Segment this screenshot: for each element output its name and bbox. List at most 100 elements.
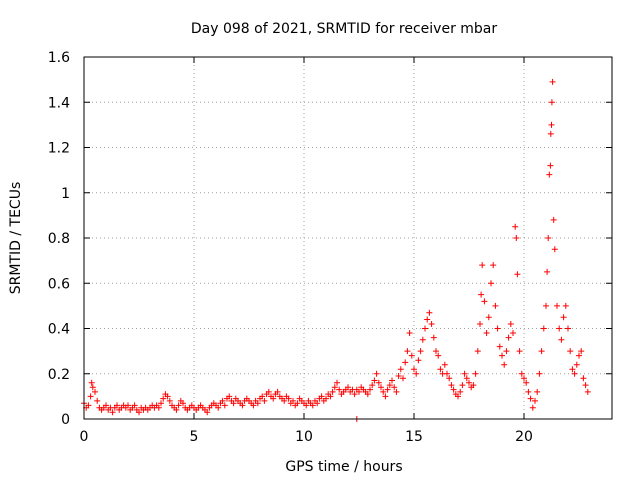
data-point (323, 395, 329, 402)
data-point (230, 400, 237, 407)
data-point (92, 388, 98, 395)
data-point (513, 235, 520, 241)
data-point (558, 336, 565, 343)
data-point (329, 388, 336, 395)
y-tick-label: 0.8 (48, 231, 70, 247)
data-point (125, 402, 131, 409)
data-point (496, 343, 503, 350)
data-point (382, 393, 389, 400)
data-point (547, 162, 554, 169)
data-point (345, 384, 351, 391)
data-point (164, 393, 171, 400)
data-point (109, 409, 116, 416)
data-point (479, 262, 486, 269)
data-point (103, 402, 109, 409)
data-point (259, 393, 266, 400)
data-point (548, 99, 555, 106)
data-point (424, 316, 431, 323)
y-tick-label: 1.2 (48, 141, 70, 157)
y-tick-label: 0.4 (48, 322, 70, 338)
data-point (221, 402, 228, 409)
data-point (503, 348, 510, 355)
data-point (540, 325, 547, 332)
data-point (402, 359, 409, 366)
y-tick-label: 1 (61, 186, 70, 202)
data-point (446, 375, 453, 382)
y-axis-label: SRMTID / TECUs (8, 182, 24, 295)
data-point (239, 402, 246, 409)
data-point (226, 393, 233, 400)
data-point (525, 388, 532, 395)
data-point (158, 400, 164, 407)
data-point (562, 302, 569, 309)
data-point (166, 397, 173, 404)
data-point (510, 330, 516, 336)
data-point (367, 386, 373, 393)
data-point (576, 352, 582, 359)
x-tick-label: 5 (190, 429, 199, 445)
axis-ticks: 0 5 10 15 20 0 0.2 0.4 0.6 0.8 1 1.2 1.4 1.6 (48, 50, 612, 445)
data-point (175, 402, 182, 409)
data-point (378, 384, 384, 391)
data-point (417, 348, 424, 355)
data-point (155, 404, 162, 411)
data-point (565, 325, 571, 332)
x-tick-label: 15 (405, 429, 423, 445)
data-point (437, 366, 444, 373)
data-point (521, 375, 527, 382)
data-point (548, 121, 555, 128)
x-tick-label: 0 (80, 429, 89, 445)
data-point (336, 386, 343, 393)
y-tick-label: 0.2 (48, 367, 70, 383)
data-point (393, 388, 400, 395)
data-point (549, 78, 556, 85)
data-point (551, 246, 558, 253)
data-point (501, 361, 508, 368)
data-point (331, 384, 338, 391)
data-point (448, 382, 455, 389)
data-point (485, 314, 492, 321)
data-point (356, 388, 362, 395)
data-point (546, 171, 553, 178)
data-point (518, 370, 525, 377)
data-point (455, 393, 461, 400)
data-point (499, 352, 505, 359)
data-point (481, 298, 488, 305)
data-point (303, 402, 310, 409)
y-tick-label: 1.6 (48, 50, 70, 66)
data-point (204, 409, 211, 416)
data-point (309, 402, 316, 409)
data-point (88, 379, 95, 386)
data-point (584, 388, 591, 395)
data-point (114, 402, 120, 409)
data-point (514, 271, 521, 278)
data-point (430, 334, 437, 341)
data-point (474, 348, 481, 355)
data-point (380, 388, 387, 395)
data-point (463, 375, 470, 382)
data-point (550, 216, 557, 223)
data-point (413, 370, 420, 377)
data-point (580, 375, 587, 382)
data-point (544, 268, 551, 275)
data-point (250, 402, 257, 409)
data-point (411, 366, 417, 373)
data-point (444, 370, 450, 377)
data-point (435, 352, 442, 359)
data-point (512, 223, 519, 230)
data-point (527, 395, 534, 402)
data-point (173, 406, 180, 413)
data-point (384, 386, 391, 393)
data-point (450, 386, 457, 393)
data-point (554, 302, 560, 309)
grid (84, 57, 612, 419)
data-point (274, 388, 281, 395)
data-point (426, 309, 433, 316)
data-point (545, 235, 552, 241)
data-point (294, 400, 301, 407)
data-point (459, 382, 466, 389)
data-point (327, 393, 334, 400)
data-point (285, 395, 292, 402)
data-point (318, 393, 325, 400)
